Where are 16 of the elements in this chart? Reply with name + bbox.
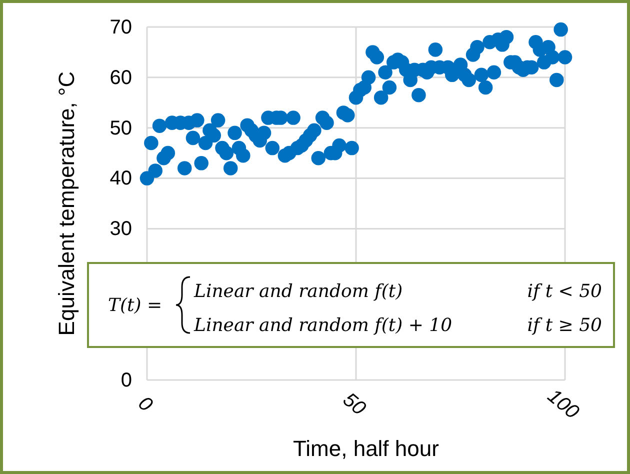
- annotation: if t < 50: [527, 281, 602, 302]
- y-tick-label: 60: [110, 66, 132, 89]
- x-axis-title: Time, half hour: [293, 436, 439, 461]
- x-tick-label: 100: [543, 385, 583, 424]
- y-tick-label: 70: [110, 16, 132, 38]
- x-tick-label: 50: [338, 388, 370, 420]
- y-tick-label: 40: [110, 168, 132, 190]
- x-tick-label: 0: [134, 392, 156, 416]
- annotation: if t ≥ 50: [527, 315, 602, 336]
- y-tick-label: 0: [120, 369, 132, 392]
- y-axis-title: Equivalent temperature, °C: [54, 71, 79, 336]
- annotation: Linear and random f(t): [193, 281, 403, 302]
- y-tick-label: 50: [110, 117, 132, 140]
- y-tick-label: 30: [110, 218, 132, 240]
- annotation: Linear and random f(t) + 10: [193, 315, 452, 336]
- annotation: T(t) =: [108, 295, 162, 316]
